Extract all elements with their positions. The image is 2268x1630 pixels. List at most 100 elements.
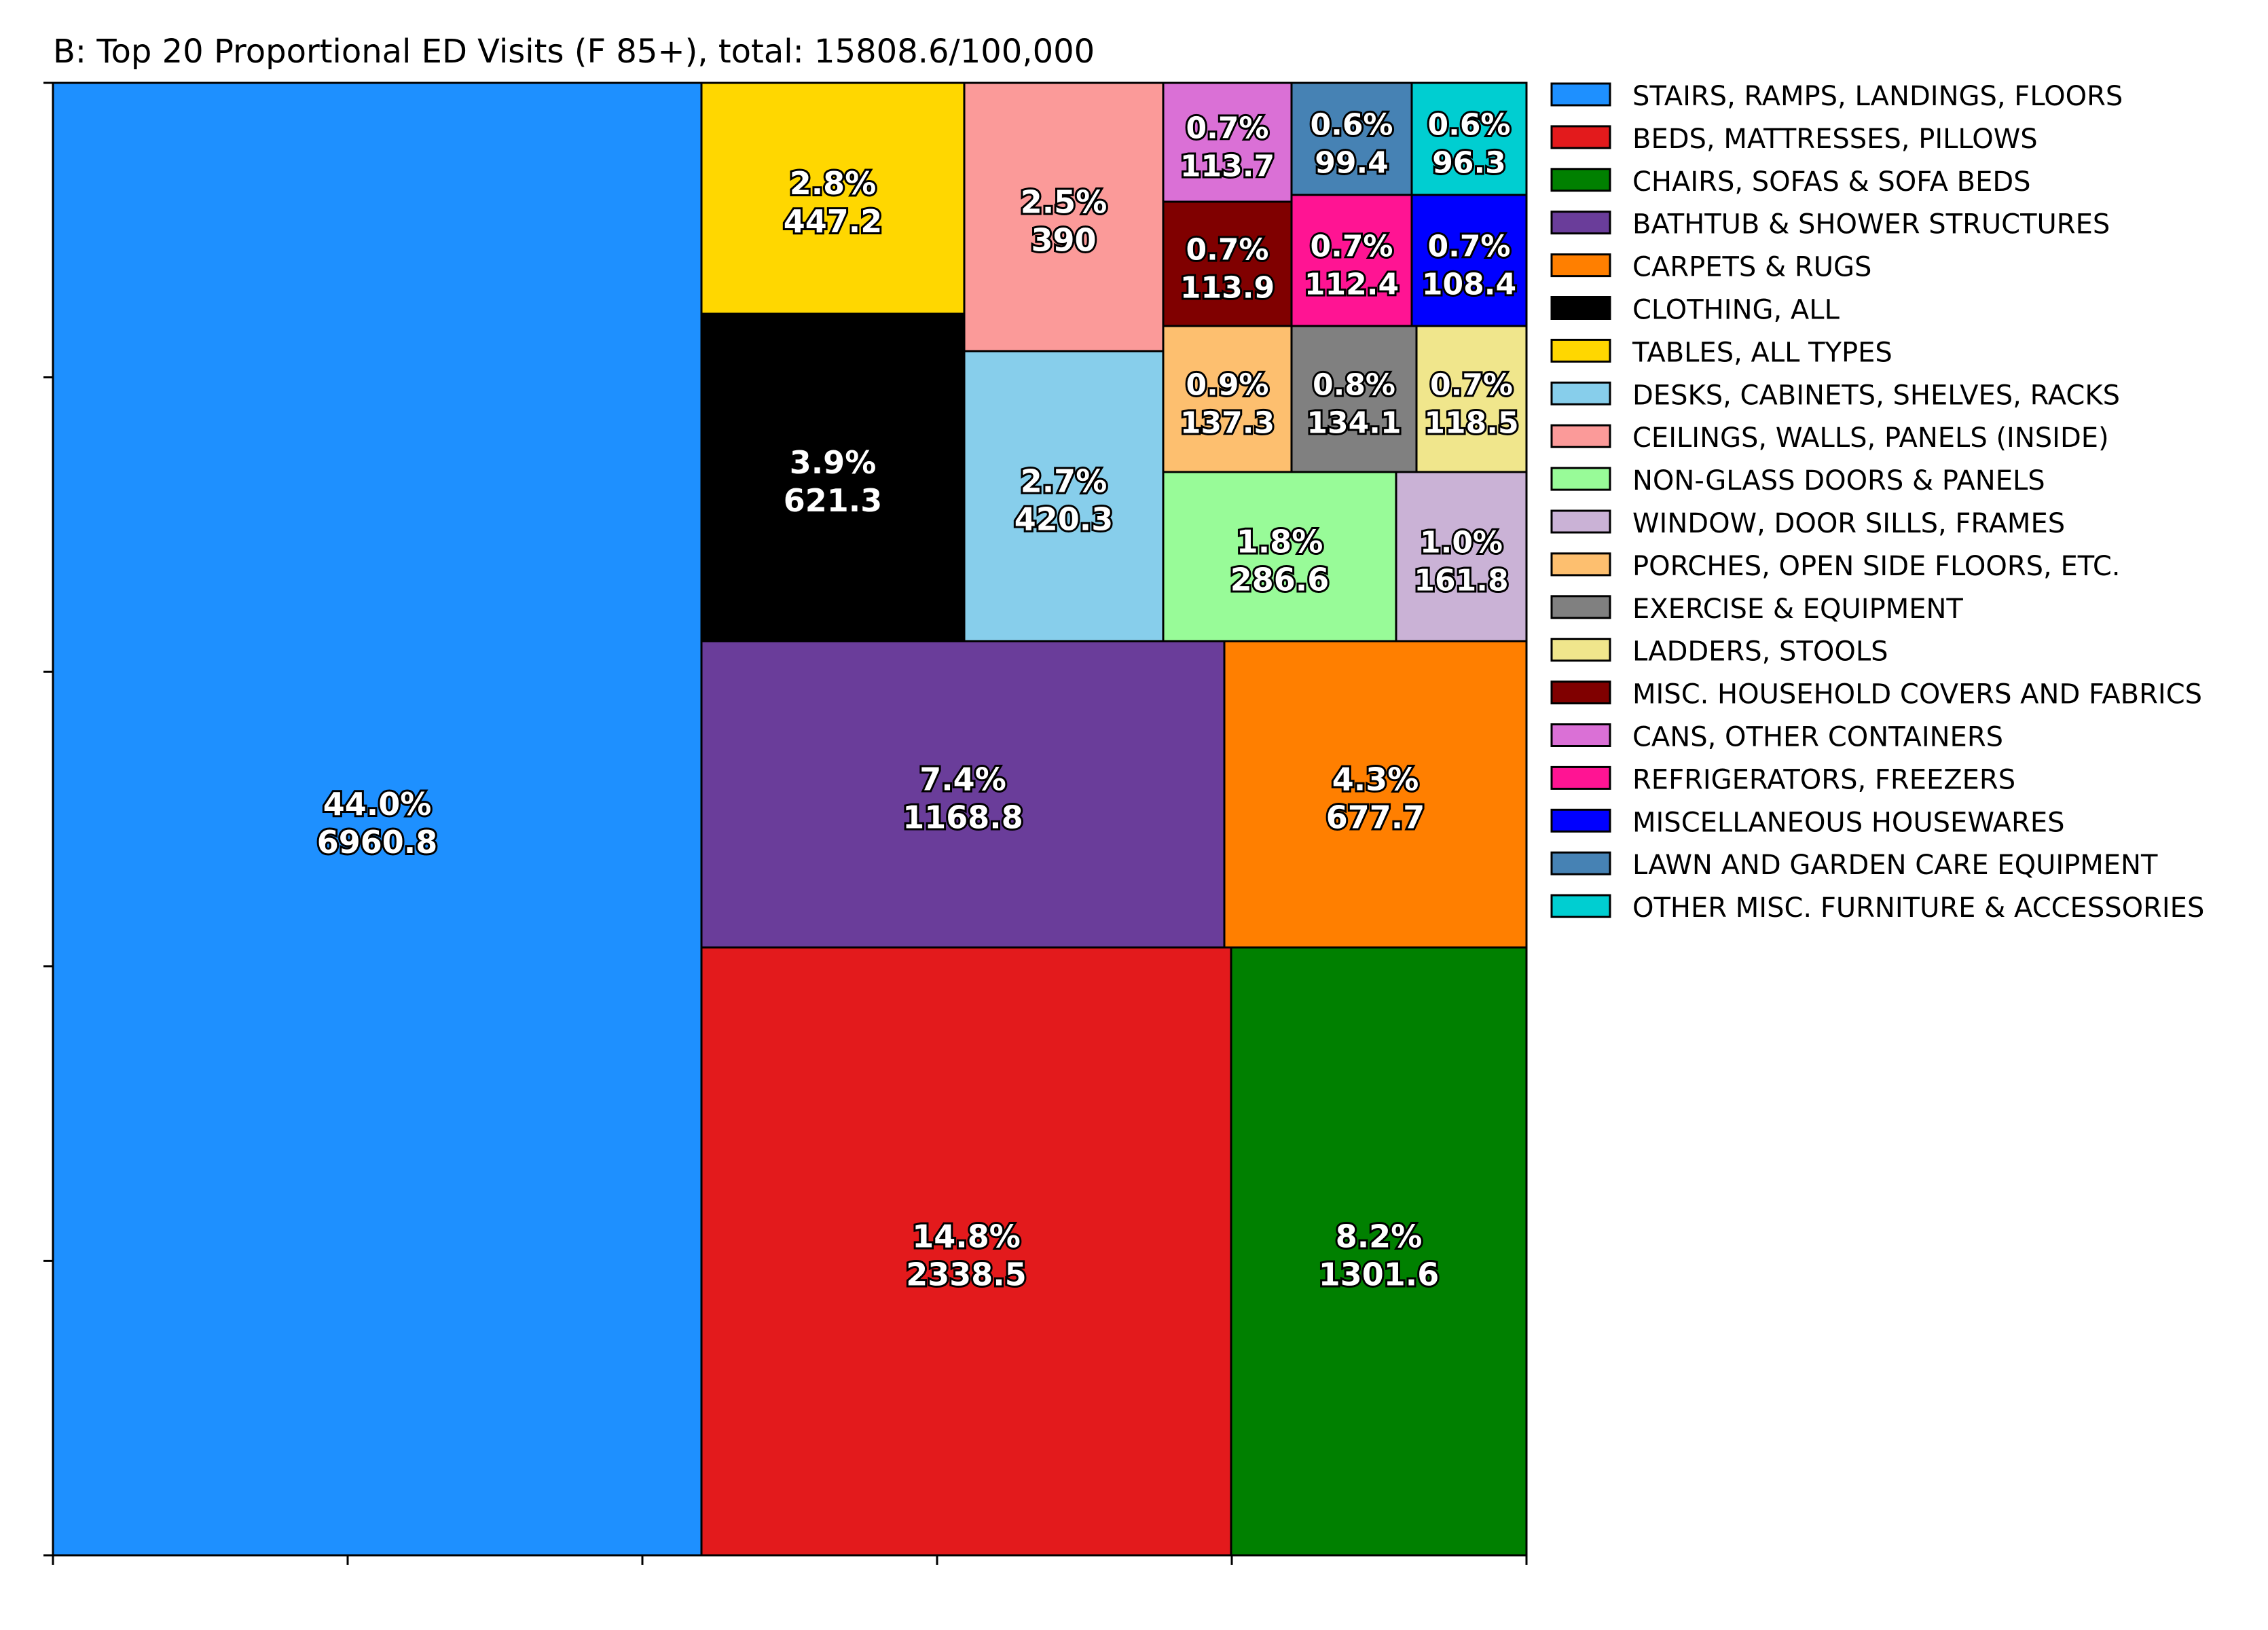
legend-label-chairs-sofas-sofa-beds: CHAIRS, SOFAS & SOFA BEDS [1632, 166, 2031, 198]
tile-percent-label: 4.3% [1332, 761, 1419, 798]
tile-percent-label: 0.7% [1427, 230, 1510, 264]
tile-percent-label: 2.5% [1021, 184, 1108, 221]
tile-value-label: 420.3 [1014, 501, 1114, 538]
legend-swatch-other-misc-furniture-accessories [1550, 894, 1611, 918]
legend-label-lawn-and-garden-care-equipment: LAWN AND GARDEN CARE EQUIPMENT [1632, 850, 2158, 881]
legend-swatch-refrigerators-freezers [1550, 765, 1611, 790]
tile-refrigerators-freezers [1290, 194, 1413, 327]
tile-value-label: 134.1 [1306, 406, 1401, 441]
legend-label-refrigerators-freezers: REFRIGERATORS, FREEZERS [1632, 764, 2015, 795]
legend-swatch-miscellaneous-housewares [1550, 808, 1611, 833]
legend-swatch-chairs-sofas-sofa-beds [1550, 168, 1611, 192]
tile-percent-label: 0.9% [1186, 368, 1268, 403]
tile-value-label: 621.3 [784, 482, 883, 519]
tile-percent-label: 0.7% [1186, 233, 1268, 268]
treemap-tiles: 44.0%6960.8 14.8%2338.5 8.2%1301.6 7.4%1168… [52, 82, 1528, 1557]
legend-label-clothing-all: CLOTHING, ALL [1632, 295, 1840, 326]
legend-swatch-porches-open-side-floors-etc [1550, 552, 1611, 577]
tile-bathtub-shower-structures [700, 640, 1226, 949]
legend-swatch-bathtub-shower-structures [1550, 211, 1611, 235]
tile-percent-label: 1.8% [1237, 524, 1323, 560]
tile-value-label: 6960.8 [317, 824, 438, 861]
legend-swatch-window-door-sills-frames [1550, 509, 1611, 534]
chart-title: B: Top 20 Proportional ED Visits (F 85+)… [53, 33, 1095, 71]
legend-label-desks-cabinets-shelves-racks: DESKS, CABINETS, SHELVES, RACKS [1632, 380, 2120, 411]
legend-label-porches-open-side-floors-etc: PORCHES, OPEN SIDE FLOORS, ETC. [1632, 551, 2120, 582]
tile-beds-mattresses-pillows [700, 946, 1232, 1557]
tile-other-misc-furniture-accessories [1410, 82, 1528, 196]
legend-label-ladders-stools: LADDERS, STOOLS [1632, 636, 1888, 668]
legend-label-non-glass-doors-panels: NON-GLASS DOORS & PANELS [1632, 465, 2045, 496]
legend-label-ceilings-walls-panels-inside: CEILINGS, WALLS, PANELS (INSIDE) [1632, 422, 2109, 454]
tile-value-label: 113.9 [1180, 271, 1275, 306]
tile-percent-label: 3.9% [790, 444, 877, 481]
tile-stairs-ramps-landings-floors [52, 82, 703, 1557]
tile-value-label: 113.7 [1180, 149, 1275, 184]
legend-swatch-ceilings-walls-panels-inside [1550, 424, 1611, 448]
legend-label-misc-household-covers-and-fabrics: MISC. HOUSEHOLD COVERS AND FABRICS [1632, 679, 2202, 710]
legend-swatch-tables-all-types [1550, 338, 1611, 363]
tile-value-label: 390 [1031, 222, 1096, 259]
tile-value-label: 677.7 [1326, 799, 1425, 836]
legend-swatch-stairs-ramps-landings-floors [1550, 82, 1611, 107]
legend-swatch-misc-household-covers-and-fabrics [1550, 681, 1611, 705]
tile-lawn-and-garden-care-equipment [1290, 82, 1413, 196]
tile-value-label: 1301.6 [1319, 1256, 1440, 1293]
tile-porches-open-side-floors-etc [1162, 325, 1293, 473]
tile-percent-label: 8.2% [1336, 1218, 1423, 1255]
tile-percent-label: 0.7% [1430, 368, 1513, 403]
tile-value-label: 137.3 [1180, 406, 1275, 441]
tile-desks-cabinets-shelves-racks [963, 350, 1165, 642]
tile-percent-label: 7.4% [919, 761, 1006, 798]
legend-swatch-desks-cabinets-shelves-racks [1550, 381, 1611, 405]
tile-value-label: 2338.5 [906, 1256, 1027, 1293]
legend-swatch-clothing-all [1550, 296, 1611, 320]
legend-label-other-misc-furniture-accessories: OTHER MISC. FURNITURE & ACCESSORIES [1632, 892, 2204, 924]
tile-percent-label: 0.7% [1310, 230, 1393, 264]
tile-value-label: 99.4 [1315, 146, 1389, 181]
tile-value-label: 1168.8 [902, 799, 1023, 836]
tile-value-label: 108.4 [1422, 268, 1516, 302]
tile-value-label: 161.8 [1414, 564, 1508, 598]
tile-percent-label: 14.8% [912, 1218, 1021, 1255]
tile-value-label: 286.6 [1230, 562, 1330, 598]
tile-percent-label: 2.8% [790, 165, 877, 202]
tile-value-label: 447.2 [784, 203, 883, 240]
chart-legend: STAIRS, RAMPS, LANDINGS, FLOORS BEDS, MAT… [1550, 81, 2204, 924]
legend-swatch-ladders-stools [1550, 638, 1611, 662]
legend-swatch-lawn-and-garden-care-equipment [1550, 851, 1611, 875]
legend-swatch-exercise-equipment [1550, 595, 1611, 619]
plot-axes [43, 82, 1528, 1565]
tile-percent-label: 44.0% [323, 786, 432, 822]
tile-window-door-sills-frames [1395, 471, 1528, 642]
legend-label-cans-other-containers: CANS, OTHER CONTAINERS [1632, 722, 2003, 753]
tile-value-label: 112.4 [1304, 268, 1399, 302]
tile-tables-all-types [700, 82, 966, 315]
legend-label-window-door-sills-frames: WINDOW, DOOR SILLS, FRAMES [1632, 508, 2065, 539]
tile-percent-label: 2.7% [1021, 463, 1108, 500]
tile-ceilings-walls-panels-inside [963, 82, 1165, 352]
tile-value-label: 118.5 [1424, 406, 1518, 441]
legend-label-stairs-ramps-landings-floors: STAIRS, RAMPS, LANDINGS, FLOORS [1632, 81, 2123, 112]
legend-label-exercise-equipment: EXERCISE & EQUIPMENT [1632, 594, 1963, 625]
tile-carpets-rugs [1223, 640, 1528, 949]
tile-percent-label: 0.8% [1313, 368, 1395, 403]
legend-label-bathtub-shower-structures: BATHTUB & SHOWER STRUCTURES [1632, 209, 2110, 240]
legend-label-beds-mattresses-pillows: BEDS, MATTRESSES, PILLOWS [1632, 124, 2038, 155]
tile-percent-label: 1.0% [1420, 526, 1503, 560]
tile-cans-other-containers [1162, 82, 1293, 203]
legend-label-carpets-rugs: CARPETS & RUGS [1632, 252, 1871, 283]
tile-exercise-equipment [1290, 325, 1418, 473]
tile-percent-label: 0.6% [1310, 108, 1393, 143]
tile-clothing-all [700, 312, 966, 642]
legend-swatch-carpets-rugs [1550, 253, 1611, 278]
legend-swatch-cans-other-containers [1550, 723, 1611, 747]
tile-percent-label: 0.6% [1427, 108, 1510, 143]
legend-label-tables-all-types: TABLES, ALL TYPES [1632, 337, 1892, 368]
legend-swatch-non-glass-doors-panels [1550, 467, 1611, 491]
tile-miscellaneous-housewares [1410, 194, 1528, 327]
legend-swatch-beds-mattresses-pillows [1550, 125, 1611, 149]
tile-percent-label: 0.7% [1186, 111, 1268, 146]
tile-non-glass-doors-panels [1162, 471, 1397, 642]
